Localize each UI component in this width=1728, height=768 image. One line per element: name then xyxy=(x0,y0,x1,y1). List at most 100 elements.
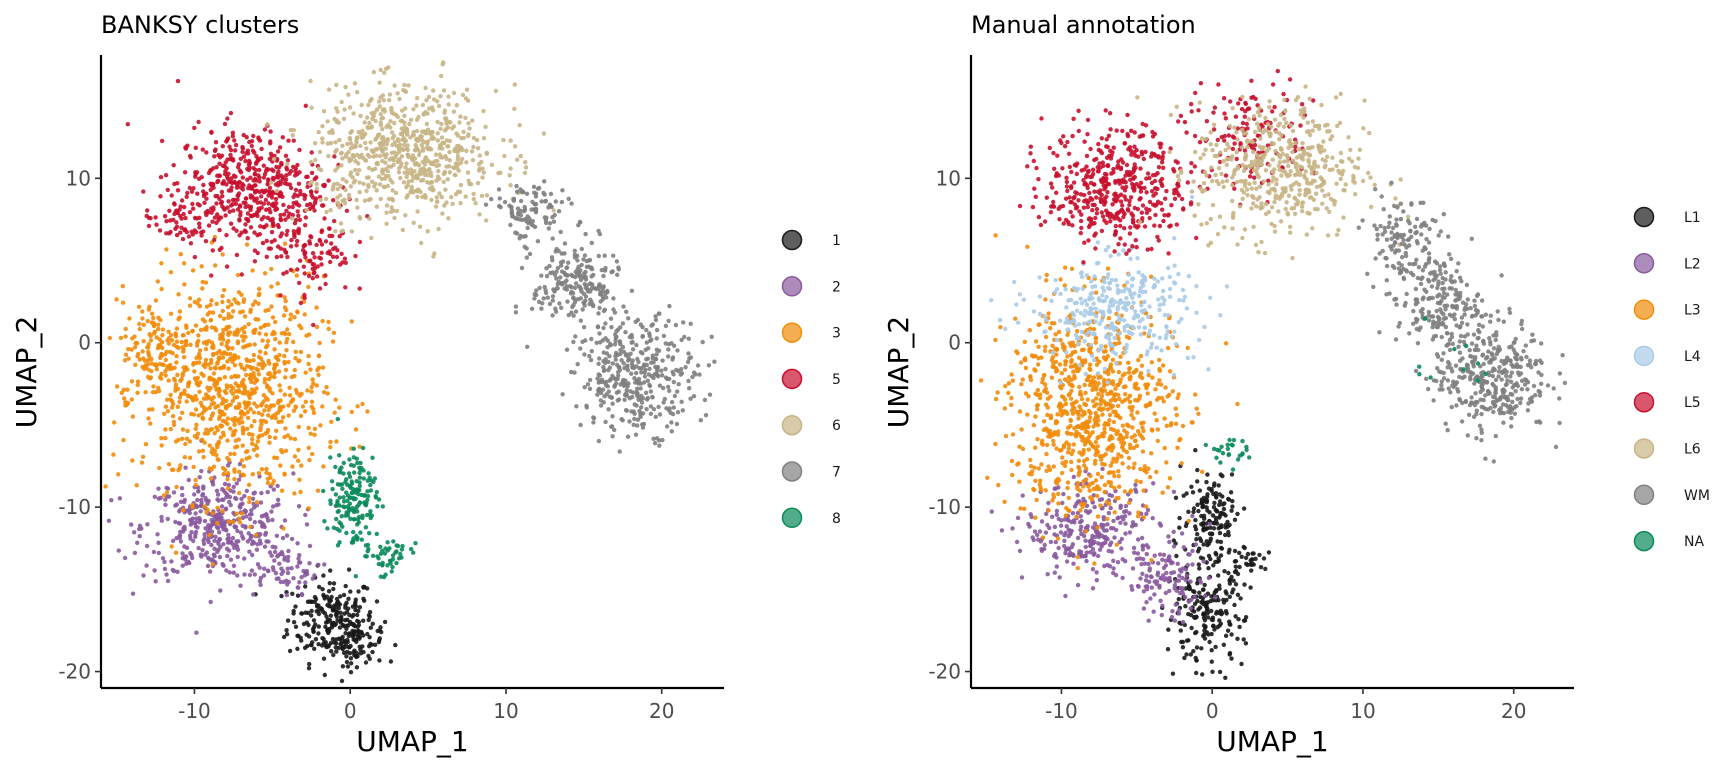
data-point xyxy=(256,410,261,416)
data-point xyxy=(396,138,401,144)
data-point xyxy=(193,407,199,412)
data-point xyxy=(182,204,187,210)
data-point xyxy=(284,632,290,637)
data-point xyxy=(610,434,615,439)
data-point xyxy=(254,366,259,372)
data-point xyxy=(414,128,420,134)
data-point xyxy=(380,158,385,164)
data-point xyxy=(173,550,179,555)
data-point xyxy=(259,205,264,210)
data-point xyxy=(337,540,342,545)
data-point xyxy=(233,201,239,206)
data-point xyxy=(252,188,258,194)
data-point xyxy=(578,422,583,428)
data-point xyxy=(200,493,205,498)
data-point xyxy=(190,502,195,508)
data-point xyxy=(251,178,256,183)
data-point xyxy=(146,407,152,412)
data-point xyxy=(330,486,335,492)
series-1 xyxy=(253,563,398,684)
data-point xyxy=(647,366,652,371)
data-point xyxy=(280,135,285,140)
data-point xyxy=(215,428,220,433)
data-point xyxy=(388,164,394,169)
data-point xyxy=(1209,631,1214,637)
data-point xyxy=(259,146,264,152)
data-point xyxy=(330,339,336,344)
data-point xyxy=(208,168,213,173)
data-point xyxy=(240,534,245,539)
data-point xyxy=(1208,556,1213,562)
data-point xyxy=(568,291,574,296)
data-point xyxy=(365,631,370,637)
data-point xyxy=(221,337,226,342)
data-point xyxy=(477,153,482,158)
data-point xyxy=(261,163,266,168)
data-point xyxy=(111,452,116,457)
data-point xyxy=(221,316,227,321)
data-point xyxy=(184,545,190,550)
data-point xyxy=(1078,514,1084,519)
data-point xyxy=(266,322,271,327)
data-point xyxy=(1033,339,1039,344)
data-point xyxy=(194,504,199,509)
data-point xyxy=(609,269,614,275)
data-point xyxy=(242,330,247,335)
data-point xyxy=(224,264,230,269)
data-point xyxy=(415,194,420,199)
data-point xyxy=(1097,547,1103,552)
data-point xyxy=(220,396,226,402)
data-point xyxy=(121,437,126,443)
data-point xyxy=(262,376,268,382)
data-point xyxy=(232,395,237,400)
data-point xyxy=(286,204,292,210)
data-point xyxy=(275,400,281,406)
data-point xyxy=(367,120,372,126)
data-point xyxy=(643,390,649,395)
data-point xyxy=(252,572,257,577)
data-point xyxy=(1207,510,1212,515)
data-point xyxy=(268,139,273,144)
data-point xyxy=(1218,545,1224,551)
data-point xyxy=(417,149,422,154)
data-point xyxy=(279,488,285,493)
data-point xyxy=(364,146,369,151)
data-point xyxy=(285,566,290,571)
data-point xyxy=(389,105,394,111)
data-point xyxy=(277,405,283,410)
data-point xyxy=(1063,593,1068,599)
data-point xyxy=(320,136,325,141)
data-point xyxy=(298,489,303,495)
data-point xyxy=(1200,672,1205,677)
data-point xyxy=(455,154,461,159)
data-point xyxy=(140,309,145,314)
data-point xyxy=(140,454,146,459)
data-point xyxy=(292,367,297,373)
data-point xyxy=(1066,446,1072,451)
data-point xyxy=(608,376,614,382)
data-point xyxy=(668,410,673,415)
data-point xyxy=(252,520,257,525)
data-point xyxy=(363,554,368,559)
data-point xyxy=(634,393,640,398)
data-point xyxy=(484,151,489,156)
data-point xyxy=(1193,527,1199,532)
data-point xyxy=(223,169,228,174)
data-point xyxy=(512,215,518,221)
data-point xyxy=(288,127,293,133)
data-point xyxy=(467,126,472,131)
data-point xyxy=(712,359,717,364)
data-point xyxy=(627,419,632,424)
data-point xyxy=(254,453,260,458)
data-point xyxy=(285,327,290,332)
points-layer xyxy=(978,68,1568,680)
data-point xyxy=(347,483,353,488)
data-point xyxy=(667,376,672,382)
data-point xyxy=(351,154,357,159)
data-point xyxy=(1224,597,1229,603)
data-point xyxy=(329,625,335,630)
data-point xyxy=(541,131,547,136)
data-point xyxy=(1161,565,1167,571)
data-point xyxy=(284,165,289,170)
data-point xyxy=(265,480,271,486)
